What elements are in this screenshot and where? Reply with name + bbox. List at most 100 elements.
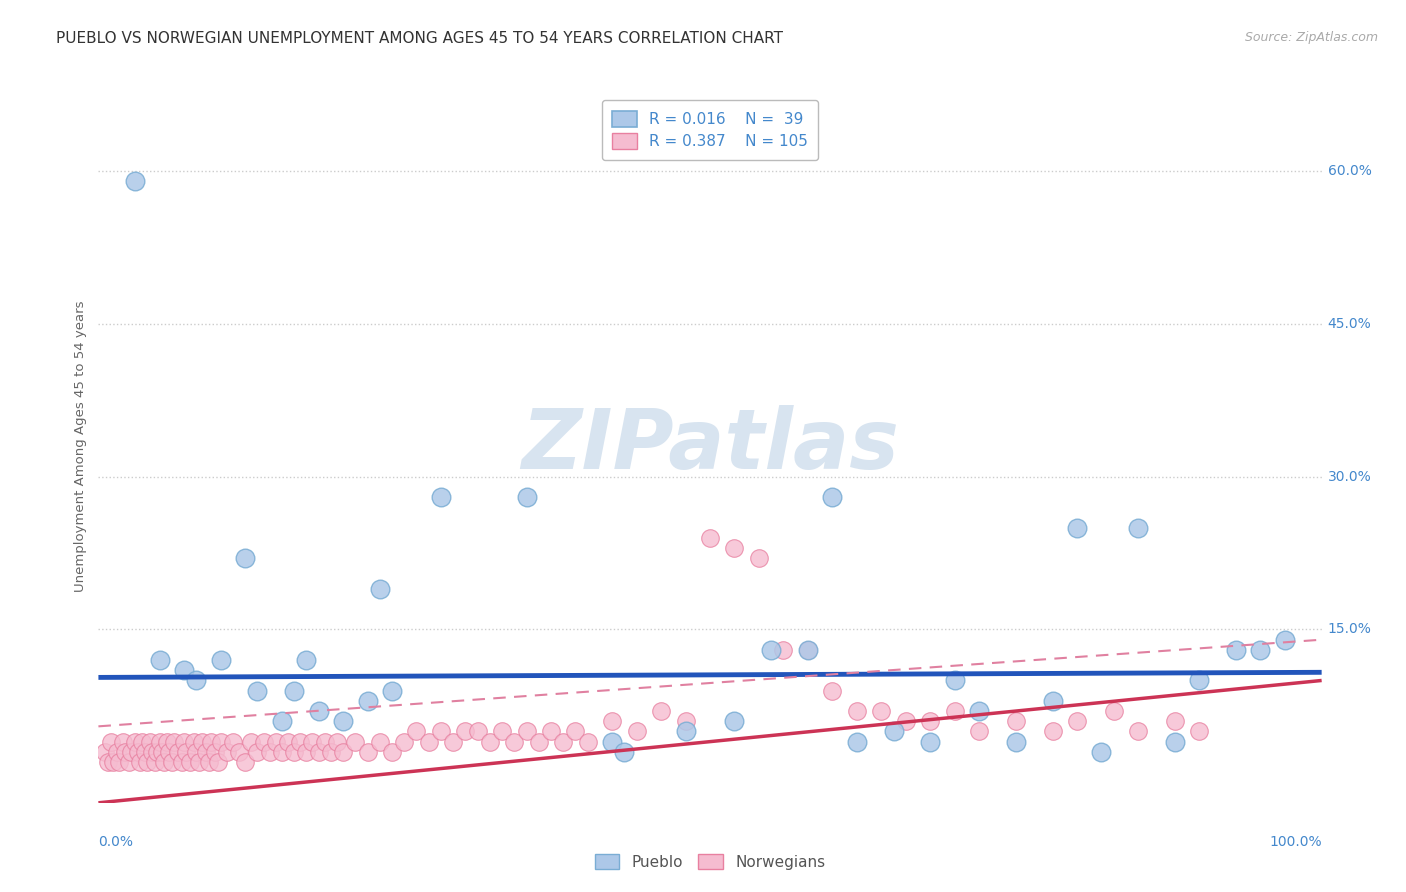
Text: 0.0%: 0.0% <box>98 835 134 849</box>
Point <box>111 734 134 748</box>
Point <box>467 724 489 739</box>
Text: PUEBLO VS NORWEGIAN UNEMPLOYMENT AMONG AGES 45 TO 54 YEARS CORRELATION CHART: PUEBLO VS NORWEGIAN UNEMPLOYMENT AMONG A… <box>56 31 783 46</box>
Point <box>943 704 966 718</box>
Point <box>170 755 193 769</box>
Point <box>454 724 477 739</box>
Point <box>1042 694 1064 708</box>
Point <box>430 724 453 739</box>
Point <box>553 734 575 748</box>
Point <box>233 755 256 769</box>
Point <box>93 745 115 759</box>
Point <box>1188 673 1211 688</box>
Point <box>120 745 142 759</box>
Point <box>772 643 794 657</box>
Point <box>246 745 269 759</box>
Point <box>381 683 404 698</box>
Point <box>259 745 281 759</box>
Point <box>308 704 330 718</box>
Legend: Pueblo, Norwegians: Pueblo, Norwegians <box>588 847 832 878</box>
Point <box>845 734 868 748</box>
Point <box>207 755 229 769</box>
Point <box>264 734 287 748</box>
Point <box>1128 520 1150 534</box>
Point <box>295 653 318 667</box>
Point <box>478 734 501 748</box>
Point <box>183 734 205 748</box>
Point <box>163 734 186 748</box>
Point <box>699 531 721 545</box>
Point <box>160 755 183 769</box>
Point <box>723 714 745 729</box>
Point <box>319 745 342 759</box>
Point <box>215 745 238 759</box>
Point <box>920 734 942 748</box>
Point <box>108 755 131 769</box>
Point <box>246 683 269 698</box>
Point <box>129 755 152 769</box>
Point <box>1102 704 1125 718</box>
Point <box>308 745 330 759</box>
Point <box>515 490 537 504</box>
Point <box>920 714 942 729</box>
Point <box>675 724 697 739</box>
Text: Source: ZipAtlas.com: Source: ZipAtlas.com <box>1244 31 1378 45</box>
Point <box>332 714 354 729</box>
Point <box>228 745 250 759</box>
Point <box>134 745 156 759</box>
Point <box>576 734 599 748</box>
Point <box>240 734 263 748</box>
Point <box>967 724 990 739</box>
Point <box>1225 643 1247 657</box>
Point <box>295 745 318 759</box>
Point <box>197 755 219 769</box>
Point <box>381 745 404 759</box>
Point <box>283 683 305 698</box>
Point <box>301 734 323 748</box>
Point <box>195 745 218 759</box>
Point <box>114 745 136 759</box>
Point <box>527 734 550 748</box>
Point <box>723 541 745 555</box>
Text: 100.0%: 100.0% <box>1270 835 1322 849</box>
Point <box>870 704 893 718</box>
Point <box>191 734 214 748</box>
Y-axis label: Unemployment Among Ages 45 to 54 years: Unemployment Among Ages 45 to 54 years <box>75 301 87 591</box>
Point <box>186 745 208 759</box>
Point <box>277 734 299 748</box>
Point <box>675 714 697 729</box>
Text: 15.0%: 15.0% <box>1327 623 1372 637</box>
Point <box>173 734 195 748</box>
Text: 45.0%: 45.0% <box>1327 317 1371 331</box>
Point <box>149 653 172 667</box>
Point <box>797 643 820 657</box>
Point <box>270 714 294 729</box>
Point <box>200 734 222 748</box>
Point <box>124 734 146 748</box>
Text: 30.0%: 30.0% <box>1327 469 1371 483</box>
Point <box>149 734 172 748</box>
Point <box>1066 520 1088 534</box>
Point <box>131 734 153 748</box>
Point <box>1249 643 1271 657</box>
Point <box>883 724 905 739</box>
Point <box>157 745 180 759</box>
Point <box>1274 632 1296 647</box>
Point <box>332 745 354 759</box>
Point <box>1004 734 1026 748</box>
Point <box>124 174 146 188</box>
Point <box>187 755 209 769</box>
Point <box>270 745 294 759</box>
Point <box>1164 734 1187 748</box>
Point <box>101 755 124 769</box>
Point <box>368 582 391 596</box>
Point <box>1042 724 1064 739</box>
Point <box>1128 724 1150 739</box>
Point <box>326 734 349 748</box>
Point <box>894 714 917 729</box>
Point <box>943 673 966 688</box>
Point <box>209 653 232 667</box>
Point <box>845 704 868 718</box>
Point <box>356 694 378 708</box>
Point <box>967 704 990 718</box>
Point <box>314 734 336 748</box>
